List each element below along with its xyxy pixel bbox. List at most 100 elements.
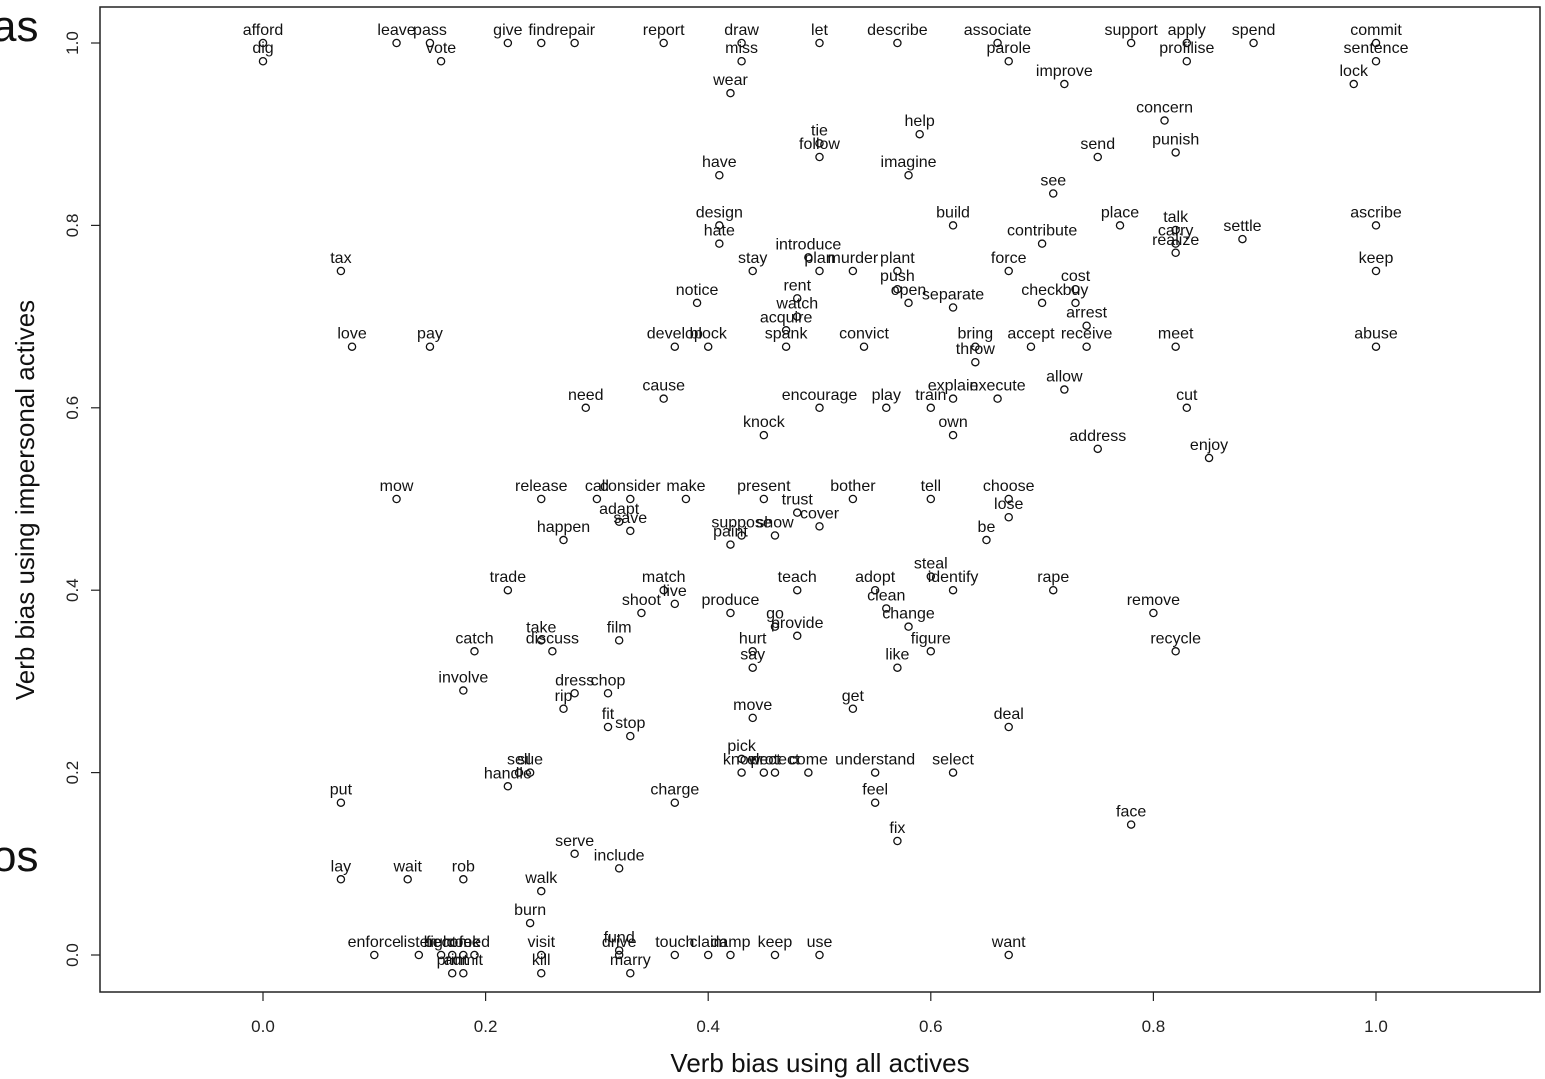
data-point xyxy=(559,535,568,545)
point-label: notice xyxy=(676,282,719,299)
point-label: need xyxy=(568,387,604,404)
data-point xyxy=(525,768,535,777)
data-point xyxy=(603,689,613,698)
point-label: imagine xyxy=(881,154,937,171)
data-point xyxy=(815,522,824,531)
point-label: serve xyxy=(555,833,594,850)
point-label: identify xyxy=(928,569,979,586)
data-point xyxy=(1071,298,1080,308)
data-point xyxy=(770,950,780,960)
point-label: knock xyxy=(743,414,786,431)
data-point xyxy=(592,494,602,504)
point-label: throw xyxy=(956,341,996,358)
data-point xyxy=(626,731,635,741)
data-point xyxy=(258,38,268,48)
point-label: introduce xyxy=(775,236,841,253)
data-point xyxy=(815,950,824,960)
data-point xyxy=(781,342,791,351)
data-point xyxy=(514,768,524,777)
data-point xyxy=(548,647,557,656)
data-points xyxy=(258,38,1381,978)
point-label: carry xyxy=(1158,223,1194,240)
point-label: like xyxy=(885,647,909,664)
data-point xyxy=(1371,266,1381,276)
data-point xyxy=(759,430,769,440)
data-point xyxy=(748,663,757,672)
point-label: marry xyxy=(610,952,651,969)
data-point xyxy=(859,342,869,351)
data-point xyxy=(1082,321,1091,330)
point-label: support xyxy=(1104,22,1158,39)
point-label: rip xyxy=(555,688,573,705)
data-point xyxy=(893,663,902,672)
point-label: involve xyxy=(438,670,488,687)
data-point xyxy=(792,312,802,321)
data-point xyxy=(447,968,457,978)
data-point xyxy=(804,768,813,777)
point-label: apply xyxy=(1168,22,1206,39)
data-point xyxy=(748,266,757,276)
data-point xyxy=(459,875,468,884)
data-point xyxy=(603,722,613,732)
point-label: claim xyxy=(690,934,727,951)
data-point xyxy=(737,768,746,777)
y-tick-label: 0.0 xyxy=(63,943,82,967)
point-label: rent xyxy=(783,277,811,294)
point-label: paint xyxy=(713,524,748,541)
data-point xyxy=(525,918,535,928)
point-label: drive xyxy=(602,934,637,951)
point-label: go xyxy=(766,606,784,623)
data-point xyxy=(737,38,746,48)
data-point xyxy=(781,326,791,335)
point-label: consider xyxy=(600,478,661,495)
point-label: profilise xyxy=(1159,40,1214,57)
data-point xyxy=(759,494,769,504)
data-point xyxy=(1004,950,1013,960)
data-point xyxy=(1171,342,1180,351)
data-point xyxy=(1037,239,1047,248)
point-label: allow xyxy=(1046,369,1083,386)
point-label: want xyxy=(991,934,1026,951)
point-label: film xyxy=(607,619,632,636)
data-point xyxy=(659,38,668,48)
point-label: stay xyxy=(738,250,767,267)
data-point xyxy=(659,585,668,595)
data-point xyxy=(948,768,958,777)
data-point xyxy=(1071,284,1080,294)
data-point xyxy=(1048,189,1058,198)
point-label: select xyxy=(932,752,974,769)
point-label: rob xyxy=(452,858,475,875)
data-point xyxy=(948,303,958,312)
point-label: admit xyxy=(444,952,484,969)
data-point xyxy=(870,585,880,595)
data-point xyxy=(870,768,880,777)
point-label: adapt xyxy=(599,501,640,518)
data-point xyxy=(893,284,902,294)
data-point xyxy=(470,950,479,960)
point-label: trade xyxy=(490,569,527,586)
point-label: fight xyxy=(426,934,457,951)
point-label: talk xyxy=(1163,209,1189,226)
data-point xyxy=(1182,403,1192,413)
data-point xyxy=(904,298,913,308)
data-point xyxy=(670,950,680,960)
point-label: lose xyxy=(994,496,1023,513)
data-point xyxy=(993,394,1002,403)
data-point xyxy=(537,886,546,896)
point-label: wait xyxy=(392,858,422,875)
point-label: sentence xyxy=(1344,40,1409,57)
point-label: meet xyxy=(1158,326,1194,343)
data-point xyxy=(537,636,546,645)
data-point xyxy=(614,517,624,527)
point-label: dress xyxy=(555,672,594,689)
point-label: repair xyxy=(554,22,596,39)
data-point xyxy=(703,950,713,960)
data-point xyxy=(1004,512,1013,522)
plot-frame xyxy=(99,6,1541,993)
data-point xyxy=(347,342,357,351)
point-label: say xyxy=(740,647,765,664)
data-point xyxy=(1082,342,1091,351)
data-point xyxy=(459,686,468,695)
y-tick-label: 0.4 xyxy=(63,578,82,602)
point-label: murder xyxy=(828,250,879,267)
